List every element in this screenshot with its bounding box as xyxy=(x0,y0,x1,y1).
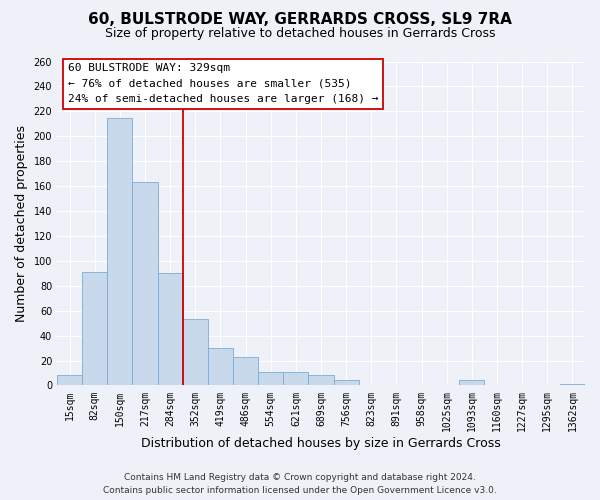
Bar xyxy=(208,348,233,386)
Text: 60, BULSTRODE WAY, GERRARDS CROSS, SL9 7RA: 60, BULSTRODE WAY, GERRARDS CROSS, SL9 7… xyxy=(88,12,512,28)
Bar xyxy=(183,320,208,386)
Bar xyxy=(283,372,308,386)
Bar xyxy=(107,118,133,386)
Bar xyxy=(233,357,258,386)
Bar xyxy=(82,272,107,386)
Y-axis label: Number of detached properties: Number of detached properties xyxy=(15,125,28,322)
Bar xyxy=(158,274,183,386)
Bar xyxy=(133,182,158,386)
Text: Contains HM Land Registry data © Crown copyright and database right 2024.
Contai: Contains HM Land Registry data © Crown c… xyxy=(103,474,497,495)
X-axis label: Distribution of detached houses by size in Gerrards Cross: Distribution of detached houses by size … xyxy=(141,437,501,450)
Text: Size of property relative to detached houses in Gerrards Cross: Size of property relative to detached ho… xyxy=(105,28,495,40)
Bar xyxy=(334,380,359,386)
Bar xyxy=(258,372,283,386)
Bar xyxy=(308,376,334,386)
Bar xyxy=(459,380,484,386)
Bar xyxy=(560,384,585,386)
Bar xyxy=(57,376,82,386)
Text: 60 BULSTRODE WAY: 329sqm
← 76% of detached houses are smaller (535)
24% of semi-: 60 BULSTRODE WAY: 329sqm ← 76% of detach… xyxy=(68,63,378,104)
